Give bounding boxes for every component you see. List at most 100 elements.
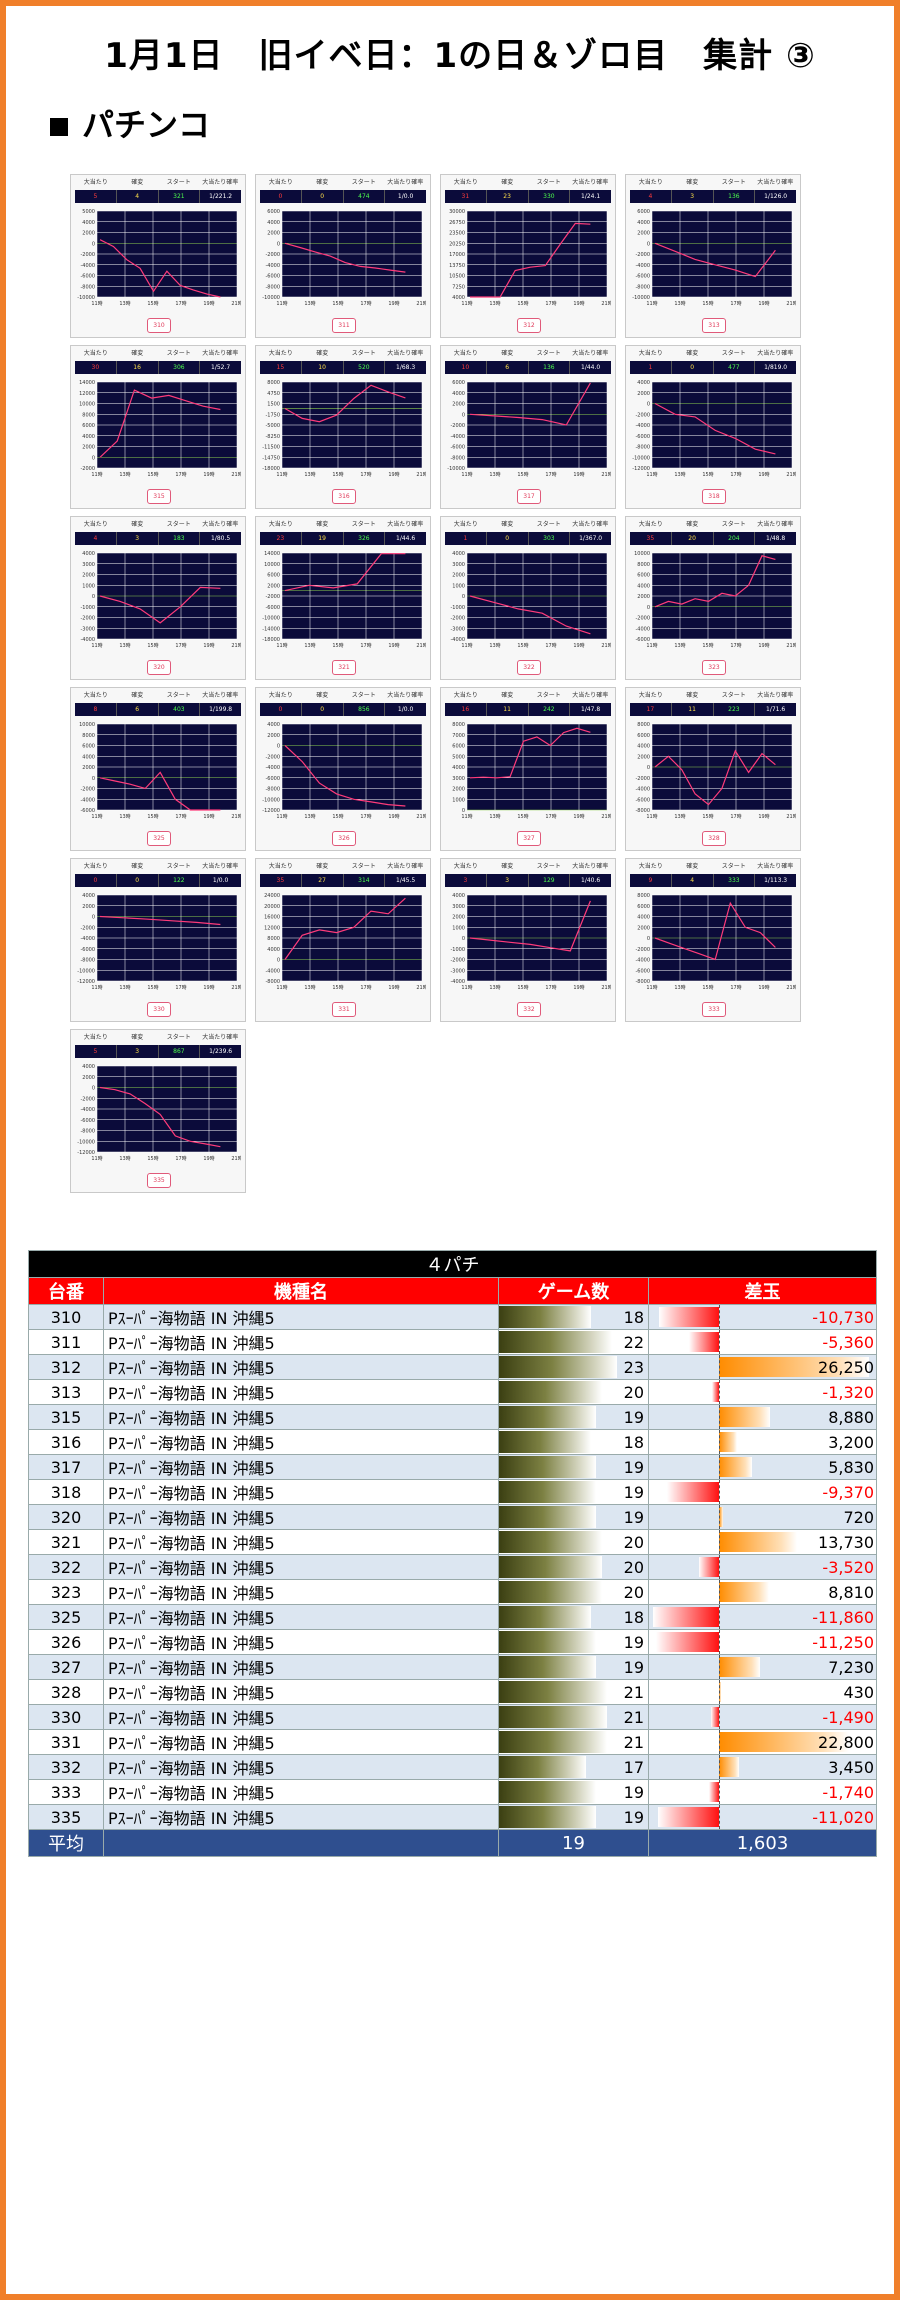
- y-tick-label: 4000: [452, 893, 465, 899]
- panel-header-label: スタート: [721, 350, 746, 357]
- panel-header-label: スタート: [351, 692, 376, 699]
- x-tick-label: 15時: [702, 472, 713, 478]
- x-tick-label: 19時: [758, 301, 769, 307]
- panel-header-label: スタート: [536, 863, 561, 870]
- y-tick-label: 16000: [264, 915, 280, 921]
- panel-header: 大当たり 確変 スタート 大当たり確率: [445, 348, 611, 360]
- cell-model: Pｽｰﾊﾟｰ海物語 IN 沖縄5: [103, 1779, 499, 1805]
- panel-chart: 5000400020000-2000-4000-6000-8000-100001…: [77, 209, 241, 307]
- panel-chart: 24000200001600012000800040000-4000-80001…: [264, 893, 426, 991]
- cell-games: 22: [498, 1329, 649, 1355]
- cell-number: 327: [28, 1654, 104, 1680]
- cell-diff: 720: [648, 1504, 877, 1530]
- x-tick-label: 19時: [388, 643, 399, 649]
- panel-header: 大当たり 確変 スタート 大当たり確率: [75, 177, 241, 189]
- machine-panel: 大当たり 確変 スタート 大当たり確率 10 6 136 1/44.0 6000 4000 2000…: [440, 345, 616, 509]
- panel-chart: 10000 8000 6000 4000 2000 0 -2000 -4000 -600011時…: [634, 551, 796, 649]
- zero-axis: [719, 1580, 720, 1604]
- games-value: 19: [623, 1782, 644, 1802]
- x-tick-label: 13時: [674, 301, 685, 307]
- panel-value: 306: [159, 361, 201, 374]
- panel-header-label: 確変: [686, 179, 699, 186]
- diff-value: -1,490: [822, 1707, 874, 1727]
- y-tick-label: -4000: [635, 263, 650, 269]
- cell-number: 316: [28, 1429, 104, 1455]
- cell-model: Pｽｰﾊﾟｰ海物語 IN 沖縄5: [103, 1429, 499, 1455]
- col-header-number: 台番: [28, 1277, 104, 1305]
- panel-header: 大当たり 確変 スタート 大当たり確率: [260, 177, 426, 189]
- cell-number: 328: [28, 1679, 104, 1705]
- y-tick-label: 2000: [452, 787, 465, 793]
- cell-diff: 7,230: [648, 1654, 877, 1680]
- y-tick-label: -2000: [265, 252, 280, 258]
- diff-value: -5,360: [822, 1332, 874, 1352]
- panel-header-label: 大当たり: [268, 179, 293, 186]
- panel-value: 403: [159, 703, 201, 716]
- diff-bar-positive: [719, 1532, 797, 1552]
- y-tick-label: 2000: [637, 594, 650, 600]
- panel-chart: 4000 3000 2000 1000 0 -1000 -2000 -3000 -400011時…: [450, 893, 611, 991]
- cell-games: 19: [498, 1804, 649, 1830]
- x-tick-label: 15時: [702, 985, 713, 991]
- cell-number: 311: [28, 1329, 104, 1355]
- cell-number: 330: [28, 1704, 104, 1730]
- panel-value: 136: [529, 361, 571, 374]
- x-tick-label: 11時: [461, 643, 472, 649]
- cell-games: 17: [498, 1754, 649, 1780]
- diff-bar-negative: [712, 1382, 719, 1402]
- panel-header-label: 大当たり確率: [202, 692, 239, 699]
- x-tick-label: 17時: [360, 985, 371, 991]
- x-tick-label: 21時: [786, 643, 796, 649]
- y-tick-label: -6000: [265, 605, 280, 611]
- cell-number: 313: [28, 1379, 104, 1405]
- y-tick-label: -8250: [265, 434, 280, 440]
- diff-value: -11,250: [812, 1632, 874, 1652]
- y-tick-label: 2000: [637, 754, 650, 760]
- diff-value: -1,740: [822, 1782, 874, 1802]
- games-value: 19: [623, 1657, 644, 1677]
- games-value: 19: [623, 1457, 644, 1477]
- table-row: 312 Pｽｰﾊﾟｰ海物語 IN 沖縄5 23 26,250: [28, 1354, 877, 1380]
- y-tick-label: -1000: [450, 947, 465, 953]
- panel-value: 27: [302, 874, 344, 887]
- y-tick-label: -18000: [262, 637, 280, 643]
- games-bar: [499, 1431, 591, 1453]
- table-row: 327 Pｽｰﾊﾟｰ海物語 IN 沖縄5 19 7,230: [28, 1654, 877, 1680]
- panel-value: 0: [487, 532, 529, 545]
- diff-bar-negative: [709, 1782, 719, 1802]
- cell-diff: 26,250: [648, 1354, 877, 1380]
- y-tick-label: -2000: [80, 616, 95, 622]
- cell-model: Pｽｰﾊﾟｰ海物語 IN 沖縄5: [103, 1554, 499, 1580]
- y-tick-label: -10000: [447, 466, 465, 472]
- y-tick-label: -2000: [635, 616, 650, 622]
- panel-value: 183: [159, 532, 201, 545]
- y-tick-label: 0: [277, 744, 280, 750]
- panel-values: 35 27 314 1/45.5: [260, 874, 426, 887]
- x-tick-label: 21時: [416, 985, 426, 991]
- panel-value: 321: [159, 190, 201, 203]
- panel-header: 大当たり 確変 スタート 大当たり確率: [445, 177, 611, 189]
- diff-value: -11,860: [812, 1607, 874, 1627]
- diff-bar-positive: [719, 1732, 849, 1752]
- y-tick-label: -5000: [265, 423, 280, 429]
- x-tick-label: 15時: [147, 814, 158, 820]
- cell-model: Pｽｰﾊﾟｰ海物語 IN 沖縄5: [103, 1504, 499, 1530]
- y-tick-label: -6000: [265, 776, 280, 782]
- y-tick-label: -4000: [265, 765, 280, 771]
- zero-axis: [719, 1780, 720, 1804]
- y-tick-label: -4000: [450, 979, 465, 985]
- diff-bar-negative: [711, 1707, 719, 1727]
- panel-value: 0: [302, 703, 344, 716]
- col-header-games: ゲーム数: [498, 1277, 649, 1305]
- x-tick-label: 13時: [674, 643, 685, 649]
- y-tick-label: -2000: [80, 466, 95, 472]
- panel-header: 大当たり 確変 スタート 大当たり確率: [445, 861, 611, 873]
- panel-value: 1/0.0: [397, 193, 414, 200]
- panel-value: 330: [529, 190, 571, 203]
- y-tick-label: 4000: [637, 915, 650, 921]
- machine-number-badge: 332: [517, 1002, 541, 1017]
- x-tick-label: 17時: [175, 1156, 186, 1162]
- panel-header-label: 大当たり: [453, 350, 478, 357]
- diff-bar-negative: [699, 1557, 719, 1577]
- y-tick-label: 6000: [267, 209, 280, 215]
